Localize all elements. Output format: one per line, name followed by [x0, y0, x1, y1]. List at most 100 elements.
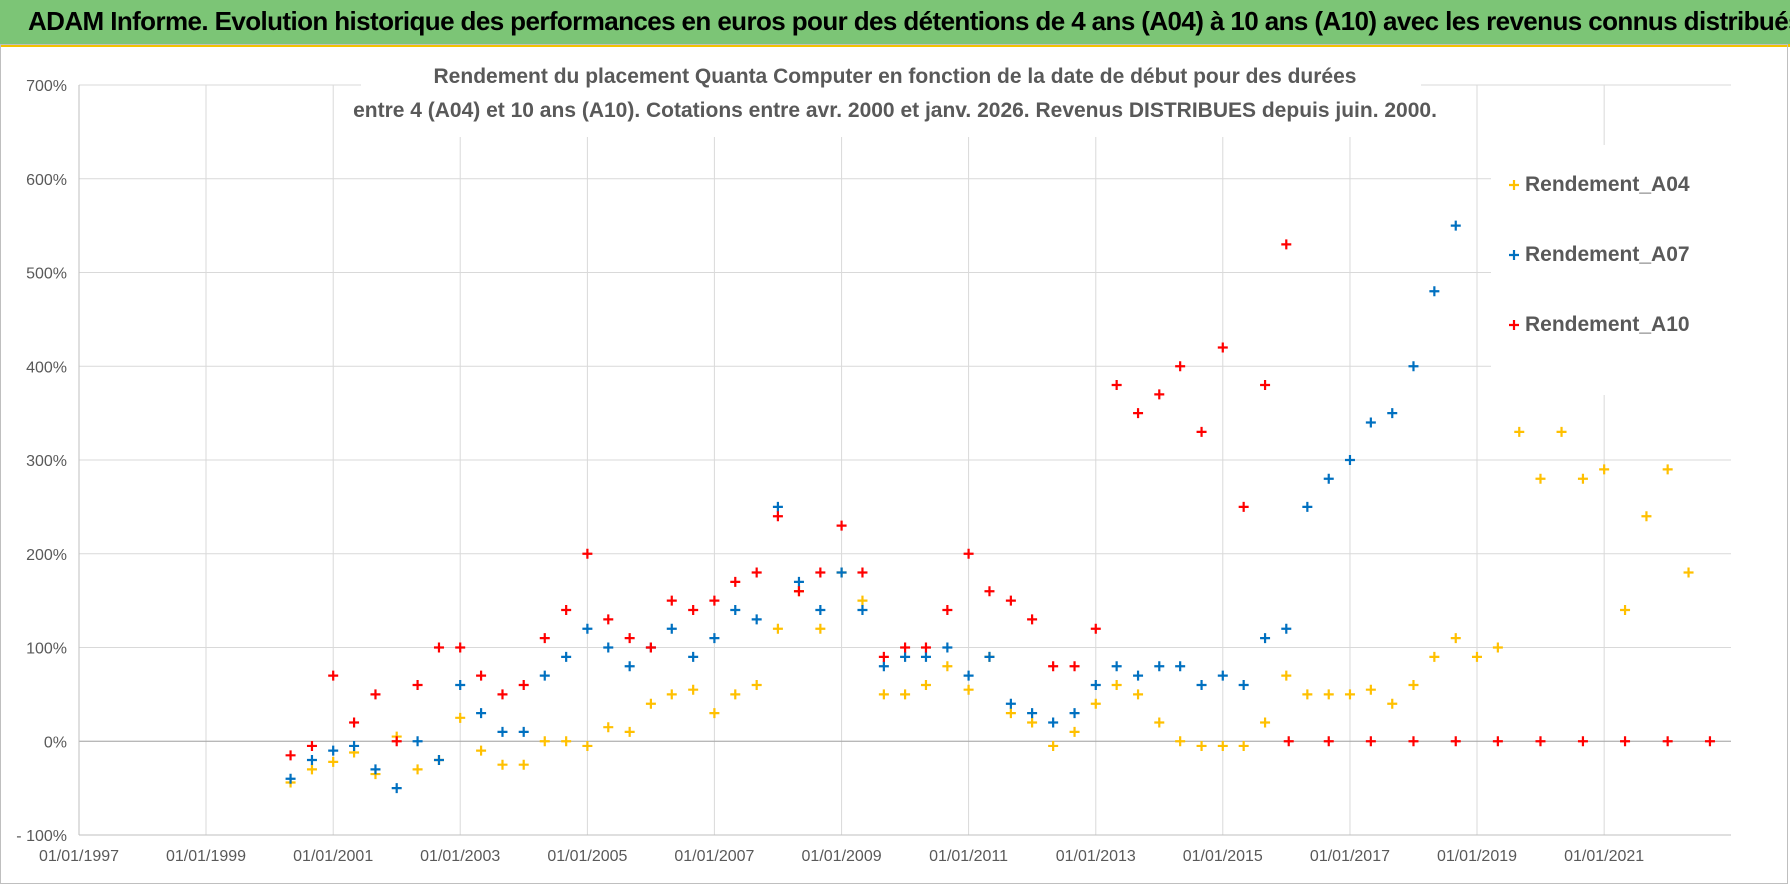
data-point — [1133, 408, 1144, 419]
data-point — [963, 548, 974, 559]
data-point — [412, 736, 423, 747]
data-point — [561, 736, 572, 747]
data-point — [433, 755, 444, 765]
x-tick-label: 01/01/2005 — [547, 848, 627, 865]
data-point — [1027, 708, 1038, 719]
data-point — [1048, 740, 1059, 751]
data-point — [328, 670, 339, 681]
data-point — [1323, 689, 1334, 700]
data-point — [1217, 740, 1228, 751]
data-point — [1450, 736, 1461, 747]
data-point — [1238, 680, 1249, 690]
data-point — [942, 661, 953, 672]
data-point — [1238, 740, 1249, 751]
chart-frame: - 100% 0% 100% 200% 300% 400% 500% 600% 700% 01/0… — [0, 44, 1788, 884]
data-point — [1535, 736, 1546, 747]
data-point — [1260, 633, 1271, 644]
data-point — [793, 576, 804, 587]
data-point — [1344, 689, 1355, 700]
data-point — [730, 605, 741, 615]
data-point — [1387, 698, 1398, 709]
data-point — [1492, 736, 1503, 747]
data-point — [433, 642, 444, 653]
data-point — [349, 717, 360, 728]
x-tick-label: 01/01/2015 — [1183, 848, 1263, 865]
data-point — [306, 764, 317, 775]
data-point — [1662, 736, 1673, 747]
data-point — [455, 680, 466, 690]
data-point — [285, 773, 296, 784]
data-point — [1641, 511, 1652, 522]
data-point — [1133, 670, 1144, 681]
data-point — [1450, 633, 1461, 644]
y-tick-label: 100% — [26, 641, 67, 658]
chart-title-line: Rendement du placement Quanta Computer e… — [434, 65, 1357, 88]
data-point — [1429, 651, 1440, 662]
data-point — [497, 726, 508, 737]
data-point — [1090, 680, 1101, 690]
data-point — [984, 651, 995, 662]
data-point — [539, 670, 550, 681]
data-point — [1175, 361, 1186, 372]
series-group — [285, 220, 1461, 794]
data-point — [561, 651, 572, 662]
data-point — [815, 567, 826, 578]
data-point — [624, 661, 635, 672]
data-point — [815, 605, 826, 615]
x-tick-label: 01/01/2021 — [1564, 848, 1644, 865]
x-tick-label: 01/01/1999 — [166, 848, 246, 865]
data-point — [1196, 426, 1207, 437]
legend-marker — [1509, 180, 1519, 190]
legend-marker — [1509, 320, 1519, 330]
chart-title-line: entre 4 (A04) et 10 ans (A10). Cotations… — [353, 99, 1437, 122]
data-point — [942, 605, 953, 615]
report-title: ADAM Informe. Evolution historique des p… — [28, 6, 1790, 36]
legend-label: Rendement_A10 — [1525, 313, 1690, 336]
y-tick-label: 600% — [26, 172, 67, 189]
y-tick-label: 300% — [26, 453, 67, 470]
data-point — [497, 689, 508, 700]
data-point — [476, 745, 487, 756]
y-tick-label: 200% — [26, 547, 67, 564]
data-point — [1111, 380, 1122, 390]
data-point — [920, 651, 931, 662]
data-point — [1599, 464, 1610, 475]
data-point — [476, 670, 487, 681]
data-point — [285, 750, 296, 761]
data-point — [1069, 708, 1080, 719]
data-point — [688, 605, 699, 615]
data-point — [645, 642, 656, 653]
x-tick-label: 01/01/2011 — [929, 848, 1008, 865]
data-point — [1365, 417, 1376, 428]
data-point — [772, 623, 783, 634]
data-point — [1048, 661, 1059, 672]
data-point — [412, 680, 423, 690]
data-point — [1704, 736, 1715, 747]
data-point — [1196, 740, 1207, 751]
data-point — [857, 605, 868, 615]
data-point — [878, 661, 889, 672]
data-point — [1323, 736, 1334, 747]
title-background — [361, 59, 1421, 137]
x-tick-label: 01/01/2013 — [1056, 848, 1136, 865]
data-point — [539, 633, 550, 644]
data-point — [1387, 408, 1398, 419]
data-point — [772, 501, 783, 512]
data-point — [1196, 680, 1207, 690]
data-point — [1281, 670, 1292, 681]
data-point — [751, 614, 762, 625]
data-point — [1492, 642, 1503, 653]
data-point — [1005, 595, 1016, 606]
data-point — [878, 651, 889, 662]
y-tick-label: 0% — [44, 734, 67, 751]
data-point — [370, 689, 381, 700]
data-point — [1283, 736, 1294, 747]
y-tick-label: - 100% — [16, 828, 67, 845]
x-tick-label: 01/01/1997 — [39, 848, 119, 865]
data-point — [645, 698, 656, 709]
x-tick-label: 01/01/2003 — [420, 848, 500, 865]
data-point — [751, 567, 762, 578]
series-group — [285, 426, 1694, 788]
data-point — [666, 623, 677, 634]
legend-box — [1491, 145, 1731, 395]
